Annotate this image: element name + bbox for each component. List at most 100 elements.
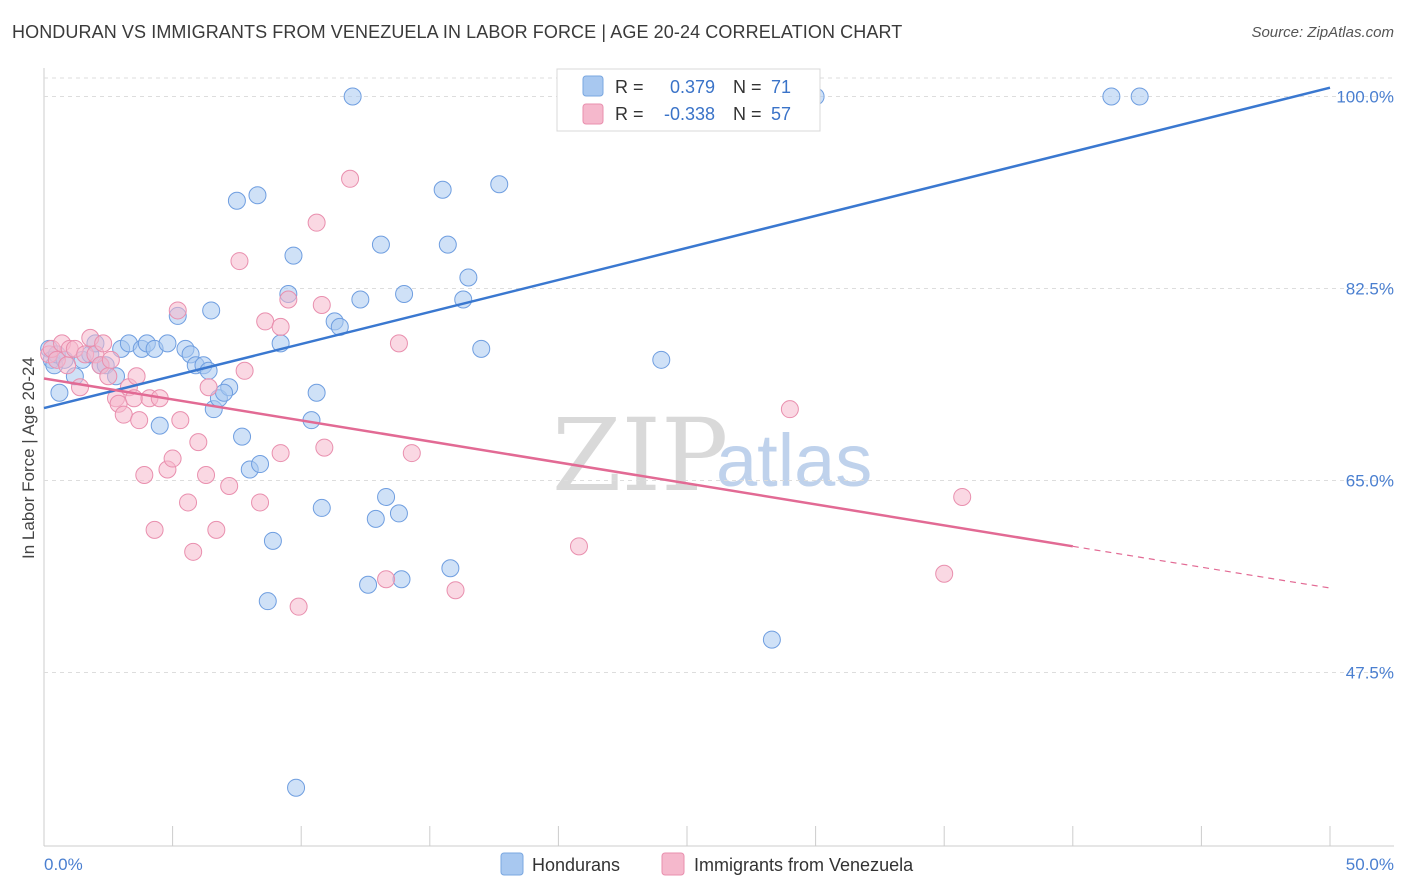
legend-swatch-venezuela	[582, 103, 604, 125]
venezuela-point-22	[135, 466, 154, 485]
hondurans-point-4	[50, 383, 69, 402]
venezuela-point-46	[307, 213, 326, 232]
venezuela-point-32	[189, 433, 208, 452]
venezuela-point-52	[446, 581, 465, 600]
venezuela-point-40	[256, 312, 275, 331]
venezuela-trend-line	[43, 377, 1074, 548]
hondurans-point-44	[312, 498, 331, 517]
venezuela-point-47	[315, 438, 334, 457]
venezuela-point-49	[377, 570, 396, 589]
venezuela-point-4	[58, 356, 77, 375]
venezuela-point-27	[163, 449, 182, 468]
bottom-legend-swatch-hondurans	[500, 852, 524, 876]
venezuela-point-48	[341, 169, 360, 188]
venezuela-point-54	[780, 400, 799, 419]
hondurans-point-52	[377, 487, 396, 506]
venezuela-point-14	[101, 350, 120, 369]
venezuela-point-12	[94, 334, 113, 353]
chart-title: HONDURAN VS IMMIGRANTS FROM VENEZUELA IN…	[12, 22, 903, 42]
watermark-atlas: atlas	[716, 419, 872, 502]
venezuela-point-53	[569, 537, 588, 556]
source-credit: Source: ZipAtlas.com	[1251, 24, 1394, 41]
hondurans-point-55	[395, 284, 414, 303]
y-axis-tick-labels: 100.0% 82.5% 65.0% 47.5%	[1336, 88, 1394, 683]
legend-r-value-hondurans: 0.379	[670, 77, 715, 97]
y-tick-label-2: 65.0%	[1346, 472, 1394, 491]
venezuela-point-28	[168, 301, 187, 320]
hondurans-point-53	[389, 504, 408, 523]
venezuela-point-37	[230, 252, 249, 271]
legend-r-label-hondurans: R =	[615, 77, 644, 97]
legend-n-value-hondurans: 71	[771, 77, 791, 97]
hondurans-point-34	[248, 186, 267, 205]
x-axis-ticks	[43, 826, 1331, 846]
venezuela-point-31	[184, 542, 203, 561]
hondurans-point-48	[351, 290, 370, 309]
hondurans-point-30	[215, 383, 234, 402]
x-tick-label-max: 50.0%	[1346, 855, 1394, 874]
venezuela-point-21	[130, 411, 149, 430]
hondurans-point-69	[1102, 87, 1121, 106]
venezuela-point-34	[199, 378, 218, 397]
venezuela-point-55	[935, 564, 954, 583]
venezuela-point-41	[271, 317, 290, 336]
hondurans-point-49	[359, 575, 378, 594]
bottom-legend-label-venezuela: Immigrants from Venezuela	[694, 855, 914, 875]
venezuela-point-43	[279, 290, 298, 309]
venezuela-point-44	[289, 597, 308, 616]
correlation-legend: R = 0.379 N = 71 R = -0.338 N = 57	[556, 68, 821, 132]
venezuela-point-17	[114, 405, 133, 424]
hondurans-point-58	[441, 559, 460, 578]
legend-swatch-hondurans	[582, 75, 604, 97]
hondurans-point-70	[1130, 87, 1149, 106]
venezuela-point-38	[235, 361, 254, 380]
hondurans-point-60	[459, 268, 478, 287]
hondurans-point-36	[258, 592, 277, 611]
venezuela-point-13	[99, 367, 118, 386]
series-legend: Hondurans Immigrants from Venezuela	[500, 852, 914, 876]
hondurans-point-51	[371, 235, 390, 254]
venezuela-point-51	[402, 444, 421, 463]
y-tick-label-0: 100.0%	[1336, 88, 1394, 107]
venezuela-point-7	[71, 378, 90, 397]
hondurans-point-54	[392, 570, 411, 589]
bottom-legend-swatch-venezuela	[661, 852, 685, 876]
hondurans-point-56	[433, 180, 452, 199]
venezuela-point-33	[197, 466, 216, 485]
venezuela-trend-extension	[1072, 545, 1331, 589]
y-tick-label-3: 47.5%	[1346, 664, 1394, 683]
y-axis-label: In Labor Force | Age 20-24	[19, 357, 38, 559]
legend-n-label-venezuela: N =	[733, 104, 762, 124]
hondurans-point-26	[202, 301, 221, 320]
legend-n-label-hondurans: N =	[733, 77, 762, 97]
hondurans-point-32	[233, 427, 252, 446]
hondurans-point-47	[343, 87, 362, 106]
x-tick-label-min: 0.0%	[44, 855, 83, 874]
legend-r-value-venezuela: -0.338	[664, 104, 715, 124]
venezuela-point-45	[312, 295, 331, 314]
venezuela-point-50	[389, 334, 408, 353]
venezuela-points	[40, 169, 972, 616]
venezuela-point-56	[953, 487, 972, 506]
hondurans-point-61	[472, 339, 491, 358]
hondurans-point-67	[762, 630, 781, 649]
legend-n-value-venezuela: 57	[771, 104, 791, 124]
venezuela-point-36	[220, 476, 239, 495]
venezuela-point-39	[251, 493, 270, 512]
venezuela-point-24	[145, 520, 164, 539]
hondurans-point-35	[251, 455, 270, 474]
hondurans-point-40	[284, 246, 303, 265]
hondurans-trend-line	[43, 86, 1331, 410]
venezuela-point-35	[207, 520, 226, 539]
hondurans-point-41	[287, 778, 306, 797]
hondurans-point-65	[652, 350, 671, 369]
hondurans-point-37	[263, 531, 282, 550]
venezuela-point-20	[127, 367, 146, 386]
bottom-legend-label-hondurans: Hondurans	[532, 855, 620, 875]
watermark-zip: ZIP	[552, 397, 728, 514]
hondurans-point-43	[307, 383, 326, 402]
hondurans-point-57	[438, 235, 457, 254]
hondurans-point-62	[490, 175, 509, 194]
legend-r-label-venezuela: R =	[615, 104, 644, 124]
